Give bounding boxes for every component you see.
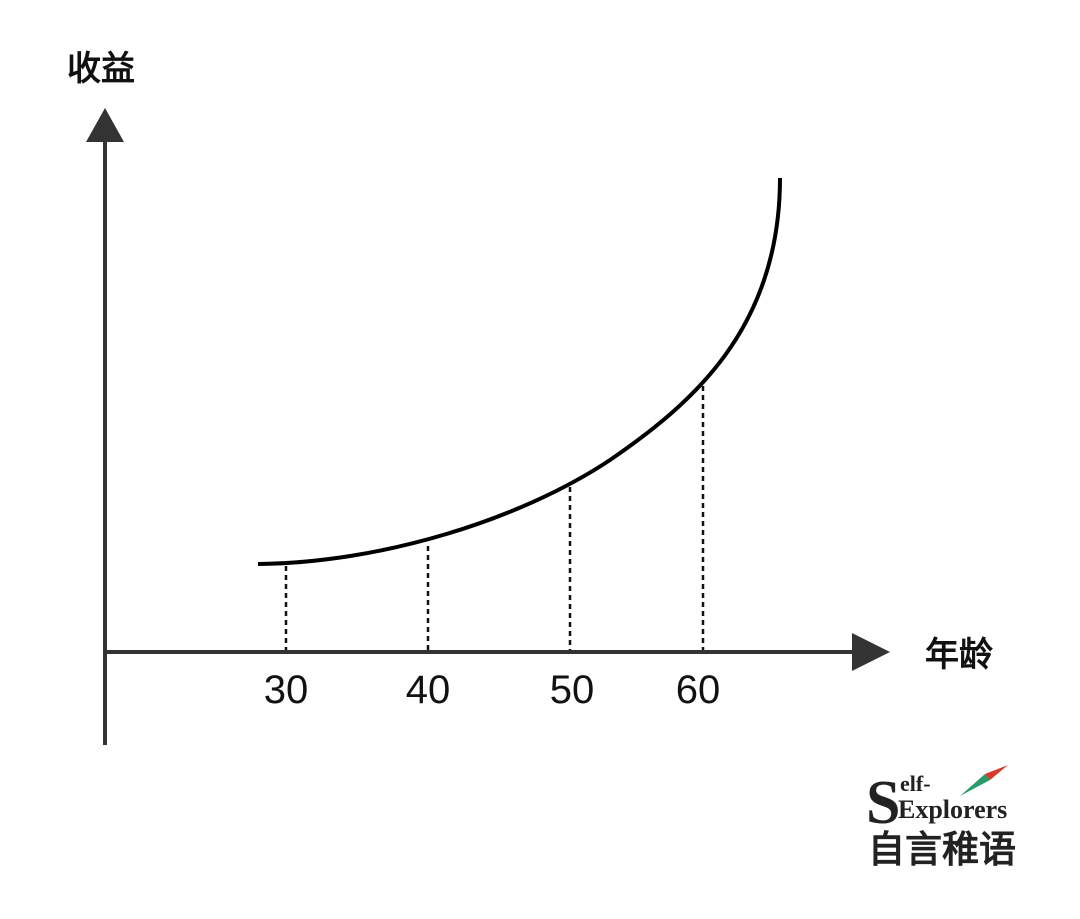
- logo-initial: S: [866, 769, 900, 837]
- y-arrow: [86, 108, 124, 142]
- logo-line2: Explorers: [898, 795, 1007, 824]
- logo-arrow-green: [960, 774, 990, 796]
- x-tick-label: 50: [550, 668, 595, 712]
- x-tick-label: 60: [676, 668, 721, 712]
- logo-chinese: 自言稚语: [868, 828, 1016, 871]
- x-arrow: [852, 633, 890, 671]
- x-tick-label: 40: [406, 668, 451, 712]
- logo-line1: elf-: [900, 771, 931, 796]
- curve: [257, 177, 782, 566]
- logo: S elf- Explorers 自言稚语: [866, 765, 1016, 871]
- y-axis-label: 收益: [67, 49, 135, 89]
- x-tick-label: 30: [264, 668, 309, 712]
- drop-lines: [284, 386, 705, 650]
- x-axis-label: 年龄: [925, 635, 993, 675]
- logo-arrow-red: [985, 765, 1008, 780]
